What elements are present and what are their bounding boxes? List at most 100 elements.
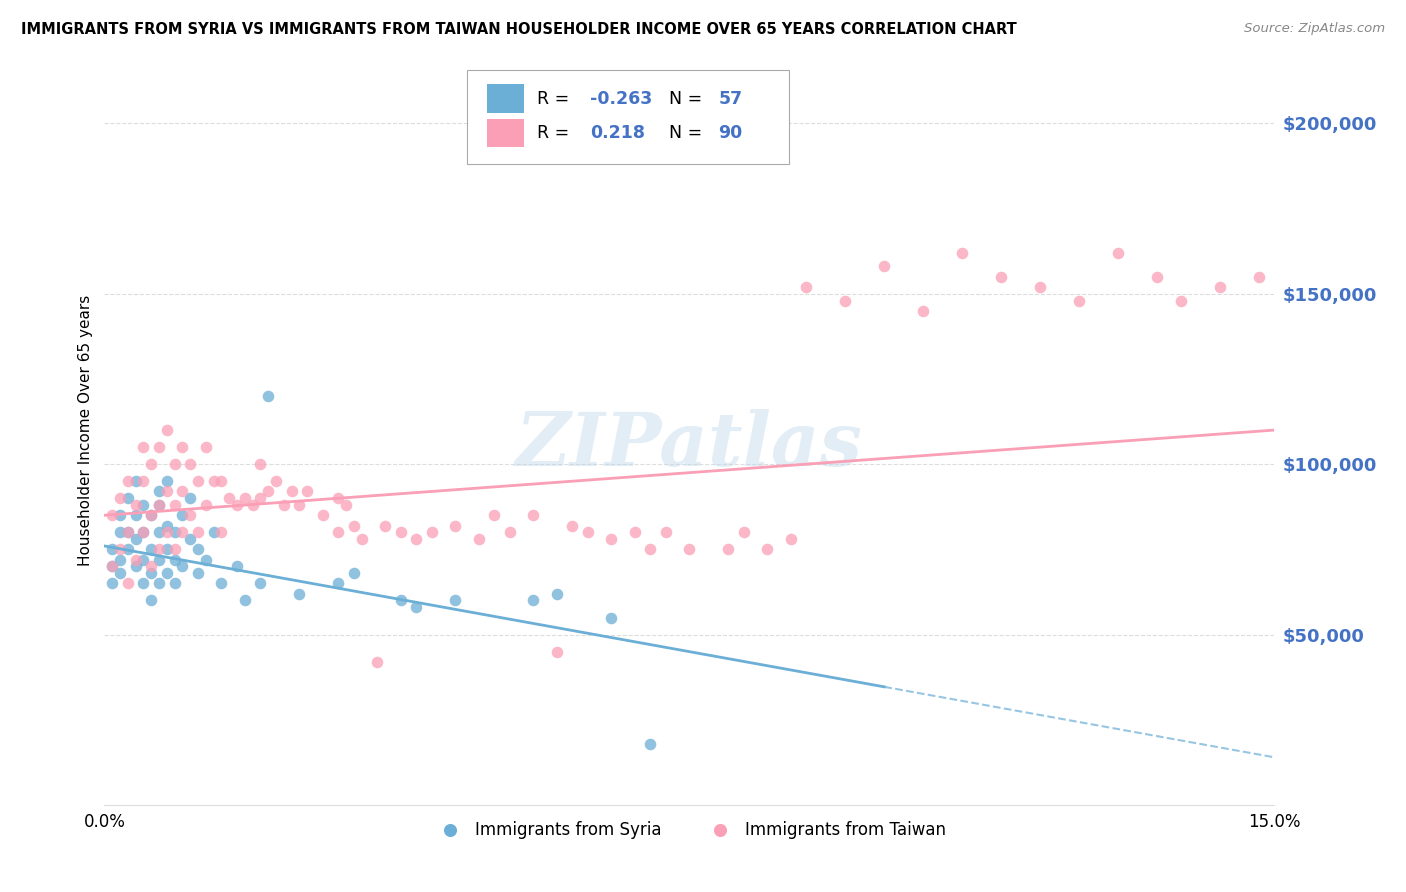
Point: [132, 440, 155, 454]
Point: [163, 498, 186, 512]
Point: [124, 532, 146, 546]
Point: [148, 525, 170, 540]
Point: [209, 576, 232, 591]
Point: [163, 552, 186, 566]
Text: IMMIGRANTS FROM SYRIA VS IMMIGRANTS FROM TAIWAN HOUSEHOLDER INCOME OVER 65 YEARS: IMMIGRANTS FROM SYRIA VS IMMIGRANTS FROM…: [21, 22, 1017, 37]
Point: [117, 525, 139, 540]
Point: [1170, 293, 1192, 308]
Point: [172, 440, 194, 454]
Point: [194, 498, 217, 512]
Point: [108, 542, 131, 557]
Point: [343, 566, 366, 581]
Point: [202, 525, 225, 540]
Point: [141, 457, 163, 471]
Point: [148, 498, 170, 512]
Legend: Immigrants from Syria, Immigrants from Taiwan: Immigrants from Syria, Immigrants from T…: [426, 814, 952, 846]
Point: [273, 498, 295, 512]
Text: N =: N =: [658, 124, 707, 142]
Point: [420, 525, 443, 540]
Point: [873, 260, 896, 274]
Point: [264, 474, 287, 488]
Point: [576, 525, 599, 540]
Point: [242, 498, 264, 512]
Point: [117, 491, 139, 506]
Point: [226, 498, 249, 512]
Point: [655, 525, 678, 540]
Point: [141, 566, 163, 581]
Point: [172, 508, 194, 523]
Text: 57: 57: [718, 89, 742, 108]
Point: [233, 491, 256, 506]
Point: [640, 542, 662, 557]
Point: [132, 525, 155, 540]
Point: [280, 484, 302, 499]
Point: [779, 532, 801, 546]
Point: [561, 518, 583, 533]
Point: [600, 532, 623, 546]
Point: [1278, 293, 1301, 308]
Point: [794, 280, 817, 294]
Point: [179, 457, 201, 471]
Point: [108, 566, 131, 581]
Point: [912, 303, 935, 318]
Point: [249, 491, 271, 506]
FancyBboxPatch shape: [467, 70, 789, 164]
Point: [1208, 280, 1230, 294]
Point: [156, 423, 179, 437]
Point: [101, 542, 124, 557]
Point: [834, 293, 856, 308]
Point: [179, 508, 201, 523]
Point: [218, 491, 240, 506]
Point: [156, 525, 179, 540]
Point: [444, 593, 467, 607]
Point: [156, 484, 179, 499]
Point: [187, 566, 209, 581]
Point: [141, 508, 163, 523]
Point: [990, 269, 1012, 284]
Point: [148, 542, 170, 557]
Point: [288, 587, 311, 601]
Point: [172, 525, 194, 540]
Point: [172, 559, 194, 574]
Point: [756, 542, 779, 557]
Point: [101, 559, 124, 574]
Point: [132, 498, 155, 512]
Point: [141, 559, 163, 574]
Point: [202, 474, 225, 488]
Bar: [486, 119, 524, 147]
Point: [163, 576, 186, 591]
Point: [733, 525, 755, 540]
Point: [132, 552, 155, 566]
Point: [163, 542, 186, 557]
Point: [328, 525, 350, 540]
Point: [623, 525, 645, 540]
Point: [546, 645, 568, 659]
Text: Source: ZipAtlas.com: Source: ZipAtlas.com: [1244, 22, 1385, 36]
Point: [117, 474, 139, 488]
Point: [148, 498, 170, 512]
Point: [226, 559, 249, 574]
Point: [117, 525, 139, 540]
Point: [288, 498, 311, 512]
Point: [117, 576, 139, 591]
Point: [312, 508, 335, 523]
Point: [522, 508, 544, 523]
Point: [117, 542, 139, 557]
Point: [1029, 280, 1052, 294]
Point: [141, 542, 163, 557]
Point: [179, 491, 201, 506]
Point: [108, 552, 131, 566]
Point: [249, 457, 271, 471]
Point: [163, 457, 186, 471]
Point: [124, 498, 146, 512]
Point: [101, 508, 124, 523]
Point: [194, 552, 217, 566]
Point: [194, 440, 217, 454]
Point: [405, 532, 427, 546]
Text: R =: R =: [537, 124, 575, 142]
Point: [187, 474, 209, 488]
Point: [187, 542, 209, 557]
Point: [546, 587, 568, 601]
Point: [678, 542, 700, 557]
Point: [148, 440, 170, 454]
